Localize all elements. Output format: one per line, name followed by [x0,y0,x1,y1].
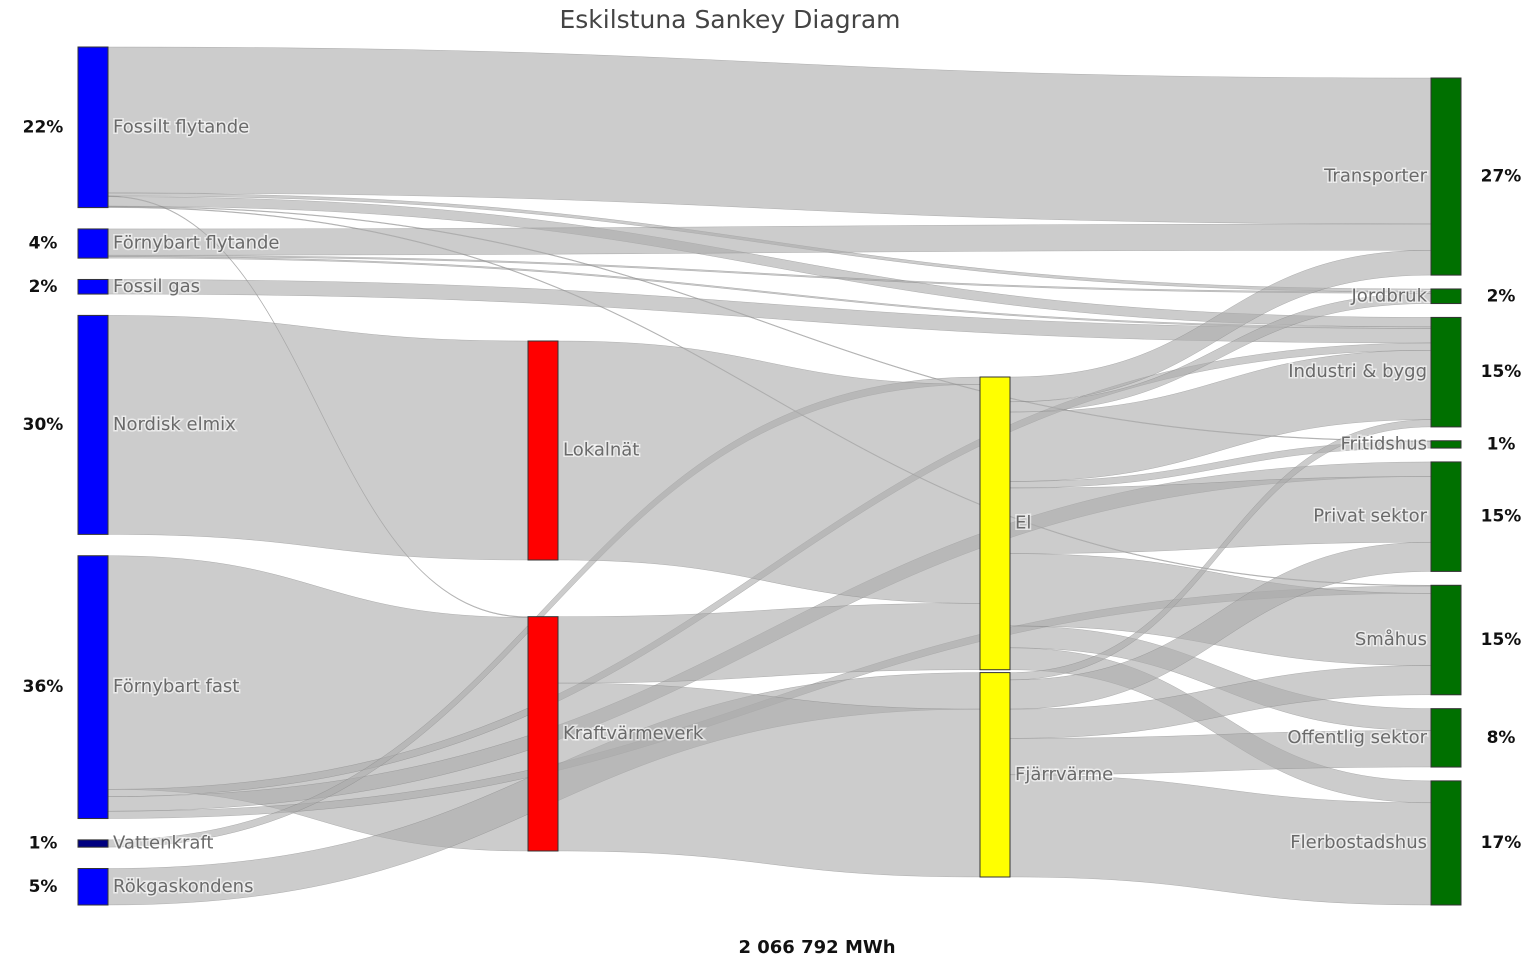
percent-label: 15% [1481,630,1522,650]
percent-label: 17% [1481,833,1522,853]
node-label: Jordbruk [1351,285,1428,306]
node [979,376,1011,671]
node [979,672,1011,878]
link [557,603,981,684]
percent-label: 8% [1487,728,1516,748]
percent-label: 15% [1481,362,1522,382]
node [1430,288,1462,305]
node-label: Transporter [1323,166,1428,187]
node [77,555,109,820]
node-label: Industri & bygg [1288,361,1427,382]
chart-title: Eskilstuna Sankey Diagram [559,5,900,34]
node [1430,708,1462,768]
node-label: El [1015,512,1031,533]
percent-label: 1% [29,834,58,854]
node-label: Fossil gas [113,276,200,297]
node-label: Offentlig sektor [1287,727,1427,748]
percent-label: 4% [29,234,58,254]
percent-label: 36% [23,677,64,697]
node-label: Förnybart flytande [113,233,280,254]
node-label: Privat sektor [1313,506,1427,527]
node [1430,77,1462,276]
node [1430,440,1462,449]
node [1430,461,1462,572]
percent-label: 5% [29,877,58,897]
node [527,340,559,561]
node-label: Fritidshus [1340,433,1427,454]
node-label: Förnybart fast [113,676,239,697]
node-label: Rökgaskondens [113,876,253,897]
node-label: Småhus [1355,629,1427,650]
node [77,278,109,295]
node-label: Vattenkraft [113,833,213,854]
node [1430,316,1462,428]
node-label: Lokalnät [563,440,639,461]
node [1430,780,1462,906]
node-label: Flerbostadshus [1290,832,1427,853]
percent-label: 2% [1487,286,1516,306]
links [107,46,1432,906]
node-label: Kraftvärmeverk [563,723,704,744]
node [77,314,109,535]
percent-label: 1% [1487,434,1516,454]
node [527,616,559,852]
node [77,839,109,848]
nodes: Fossilt flytande 22% Förnybart flytande 4% F… [23,46,1522,906]
node-label: Fjärrvärme [1015,764,1113,785]
link [557,682,981,878]
percent-label: 2% [29,277,58,297]
percent-label: 22% [23,117,64,137]
node [77,228,109,259]
percent-label: 27% [1481,167,1522,187]
link [107,223,1432,256]
node [77,46,109,209]
node-label: Fossilt flytande [113,116,249,137]
total-label: 2 066 792 MWh [738,937,895,958]
node-label: Nordisk elmix [113,414,236,435]
node [1430,584,1462,696]
link [107,315,529,561]
percent-label: 30% [23,415,64,435]
percent-label: 15% [1481,507,1522,527]
node [77,868,109,906]
